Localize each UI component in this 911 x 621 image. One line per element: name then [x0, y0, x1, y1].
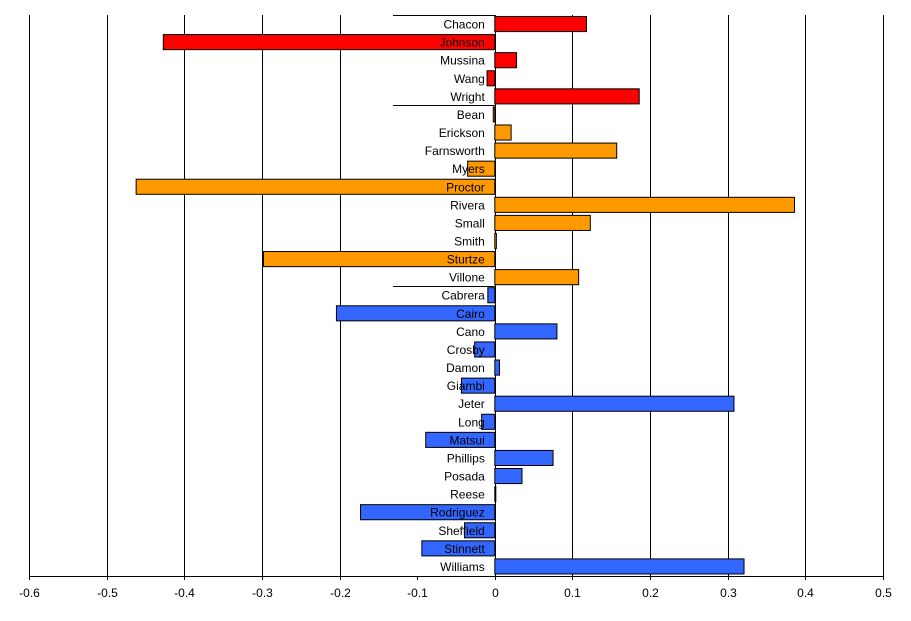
bar-wright: [494, 88, 640, 105]
category-label: Proctor: [446, 180, 485, 194]
category-label: Mussina: [440, 54, 485, 68]
bar-damon: [494, 359, 500, 376]
bar-jeter: [494, 395, 735, 412]
category-label: Giambi: [447, 379, 485, 393]
bar-sheffield: [464, 522, 496, 539]
x-tick-label: -0.2: [330, 586, 351, 600]
category-label: Farnsworth: [425, 144, 485, 158]
category-label: Wright: [450, 90, 485, 104]
category-label-boxes: [417, 15, 495, 576]
x-tick-label: 0.2: [642, 586, 659, 600]
bar-mussina: [494, 52, 518, 69]
bar-long: [481, 413, 496, 430]
bar-villone: [494, 269, 580, 286]
bar-phillips: [494, 449, 554, 467]
bar-wang: [486, 70, 496, 87]
category-label: Chacon: [443, 18, 484, 32]
category-label: Myers: [452, 162, 485, 176]
category-label: Small: [455, 216, 485, 230]
x-tick-label: -0.4: [174, 586, 195, 600]
category-label: Rivera: [450, 198, 485, 212]
category-label: Posada: [444, 470, 485, 484]
category-label: Crosby: [447, 343, 485, 357]
x-tick-label: 0.3: [720, 586, 737, 600]
bar-williams: [494, 558, 745, 575]
category-label: Williams: [440, 560, 485, 574]
x-tick-label: 0.1: [564, 586, 581, 600]
bar-johnson: [162, 34, 496, 51]
bar-rodriguez: [360, 504, 496, 521]
category-label: Jeter: [458, 397, 485, 411]
x-tick-label: 0.5: [875, 586, 892, 600]
category-label: Matsui: [449, 433, 484, 447]
x-tick-label: 0: [492, 586, 499, 600]
x-tick-labels: -0.6 -0.5 -0.4 -0.3 -0.2 -0.1 0 0.1 0.2 0.3 0.4 0.5: [19, 586, 892, 600]
bar-cabrera: [487, 287, 496, 304]
bar-stinnett: [421, 540, 496, 557]
category-labels: Chacon Johnson Mussina Wang Wright Bean Ericks…: [425, 18, 486, 574]
category-label: Sheffield: [438, 524, 484, 538]
bar-bean: [492, 106, 496, 123]
label-background: [417, 15, 495, 576]
category-label: Phillips: [447, 451, 485, 465]
category-label: Bean: [457, 108, 485, 122]
x-tick-label: 0.4: [797, 586, 814, 600]
category-label: Johnson: [439, 36, 484, 50]
x-tick-label: -0.3: [252, 586, 273, 600]
bar-myers: [467, 160, 496, 177]
bar-smith: [494, 232, 497, 250]
bar-cairo: [335, 305, 496, 322]
category-label: Cabrera: [441, 289, 485, 303]
category-label: Cano: [456, 325, 485, 339]
category-label: Stinnett: [444, 542, 485, 556]
bar-matsui: [425, 431, 496, 448]
category-label: Wang: [454, 72, 485, 86]
bar-reese: [494, 486, 497, 503]
bar-rivera: [494, 196, 795, 213]
category-label: Villone: [449, 271, 485, 285]
category-label: Rodriguez: [430, 506, 485, 520]
category-label: Smith: [454, 235, 485, 249]
x-tick-label: -0.1: [407, 586, 428, 600]
bar-posada: [494, 468, 523, 485]
category-label: Sturtze: [447, 253, 485, 267]
bar-small: [494, 214, 591, 231]
bar-farnsworth: [494, 142, 618, 159]
x-axis-ticks: [29, 576, 884, 580]
category-label: Cairo: [456, 307, 485, 321]
bar-chacon: [494, 16, 587, 33]
category-label: Damon: [446, 361, 485, 375]
bar-giambi: [460, 377, 496, 394]
bars: [135, 16, 795, 575]
category-label: Long: [458, 415, 485, 429]
bar-proctor: [135, 178, 496, 195]
category-label: Reese: [450, 488, 485, 502]
bar-sturtze: [262, 251, 496, 268]
bar-cano: [494, 323, 558, 340]
x-tick-label: -0.5: [97, 586, 118, 600]
category-label: Erickson: [439, 126, 485, 140]
bar-crosby: [474, 341, 496, 358]
bar-erickson: [494, 124, 512, 141]
x-tick-label: -0.6: [19, 586, 40, 600]
